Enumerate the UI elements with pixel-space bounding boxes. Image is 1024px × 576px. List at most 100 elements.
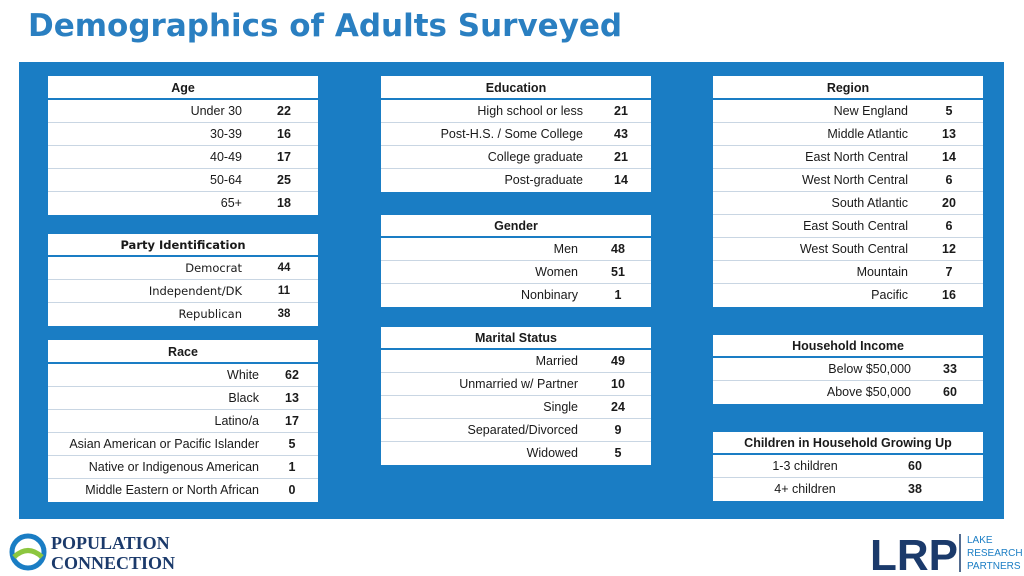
income-row: Above $50,000 60: [713, 381, 983, 404]
lake-research-partners-logo: LRP LAKE RESEARCH PARTNERS: [870, 531, 1023, 576]
gender-row-value: 48: [611, 242, 625, 256]
race-row: Asian American or Pacific Islander 5: [48, 433, 318, 456]
income-row: Below $50,000 33: [713, 358, 983, 381]
children-header: Children in Household Growing Up: [713, 432, 983, 455]
logo-lrp-word3: PARTNERS: [967, 561, 1021, 572]
region-row-label: New England: [833, 104, 908, 118]
age-row: 30-39 16: [48, 123, 318, 146]
race-header: Race: [48, 340, 318, 364]
race-row: Black 13: [48, 387, 318, 410]
age-row-label: Under 30: [190, 104, 242, 118]
gender-row-label: Nonbinary: [521, 288, 578, 302]
education-row-label: Post-H.S. / Some College: [440, 127, 583, 141]
education-row-label: High school or less: [477, 104, 583, 118]
region-row-value: 5: [945, 104, 953, 118]
age-row-value: 16: [277, 127, 291, 141]
region-row-value: 12: [942, 242, 956, 256]
marital-row: Widowed 5: [381, 442, 651, 465]
race-row-value: 62: [285, 368, 299, 382]
marital-row: Separated/Divorced 9: [381, 419, 651, 442]
marital-row-value: 49: [611, 354, 625, 368]
marital-row: Unmarried w/ Partner 10: [381, 373, 651, 396]
marital-row-label: Separated/Divorced: [467, 423, 578, 437]
party-row-label: Democrat: [185, 261, 242, 275]
race-row-label: Middle Eastern or North African: [85, 483, 259, 497]
party-row-label: Republican: [178, 307, 243, 321]
race-table: Race White 62 Black 13 Latino/a 17 Asian Ameri…: [48, 340, 318, 502]
income-table: Household Income Below $50,000 33 Above $5…: [713, 335, 983, 404]
region-row-value: 20: [942, 196, 956, 210]
marital-row-value: 10: [611, 377, 625, 391]
region-header: Region: [713, 76, 983, 100]
race-rows: White 62 Black 13 Latino/a 17 Asian American o…: [48, 364, 318, 502]
age-row-label: 65+: [220, 196, 242, 210]
logo-pc-line1: POPULATION: [51, 533, 170, 553]
age-row-value: 25: [277, 173, 291, 187]
logo-lrp-word1: LAKE: [967, 535, 993, 546]
education-row-value: 43: [614, 127, 628, 141]
gender-row: Nonbinary 1: [381, 284, 651, 307]
region-row-value: 7: [945, 265, 953, 279]
marital-row-value: 24: [611, 400, 625, 414]
marital-row-label: Widowed: [526, 446, 578, 460]
party-row: Democrat 44: [48, 257, 318, 280]
education-row: College graduate 21: [381, 146, 651, 169]
race-row: Middle Eastern or North African 0: [48, 479, 318, 502]
marital-header: Marital Status: [381, 327, 651, 350]
children-row-value: 38: [908, 482, 922, 496]
region-row-label: West North Central: [801, 173, 908, 187]
population-connection-logo: POPULATION CONNECTION: [9, 533, 175, 573]
logo-lrp-word2: RESEARCH: [967, 548, 1023, 559]
race-row-label: Native or Indigenous American: [88, 460, 259, 474]
logo-pc-line2: CONNECTION: [51, 553, 175, 573]
education-row-label: Post-graduate: [504, 173, 583, 187]
party-row: Republican 38: [48, 303, 318, 326]
region-row-value: 6: [945, 173, 953, 187]
marital-table: Marital Status Married 49 Unmarried w/ Par…: [381, 327, 651, 465]
marital-row: Married 49: [381, 350, 651, 373]
region-row: East South Central 6: [713, 215, 983, 238]
gender-header: Gender: [381, 215, 651, 238]
age-table: Age Under 30 22 30-39 16 40-49 17 50-64 25 65+ 18: [48, 76, 318, 215]
party-header: Party Identification: [48, 234, 318, 257]
children-rows: 1-3 children 60 4+ children 38: [713, 455, 983, 501]
region-row-value: 13: [942, 127, 956, 141]
party-row-value: 38: [277, 308, 291, 320]
region-row: West North Central 6: [713, 169, 983, 192]
education-header: Education: [381, 76, 651, 100]
region-row: South Atlantic 20: [713, 192, 983, 215]
marital-row-value: 5: [614, 446, 622, 460]
gender-row-value: 51: [611, 265, 625, 279]
region-table: Region New England 5 Middle Atlantic 13 East…: [713, 76, 983, 307]
marital-row-label: Married: [535, 354, 578, 368]
age-row-value: 18: [277, 196, 291, 210]
age-row-value: 22: [277, 104, 291, 118]
page-title: Demographics of Adults Surveyed: [28, 8, 623, 44]
age-row: 40-49 17: [48, 146, 318, 169]
region-rows: New England 5 Middle Atlantic 13 East North …: [713, 100, 983, 307]
region-row-value: 16: [942, 288, 956, 302]
income-rows: Below $50,000 33 Above $50,000 60: [713, 358, 983, 404]
gender-rows: Men 48 Women 51 Nonbinary 1: [381, 238, 651, 307]
income-row-label: Above $50,000: [826, 385, 911, 399]
children-row-value: 60: [908, 459, 922, 473]
education-row: Post-H.S. / Some College 43: [381, 123, 651, 146]
region-row-label: South Atlantic: [831, 196, 908, 210]
region-row: East North Central 14: [713, 146, 983, 169]
race-row-label: White: [227, 368, 259, 382]
party-table: Party Identification Democrat 44 Independe…: [48, 234, 318, 326]
age-row: Under 30 22: [48, 100, 318, 123]
race-row-value: 5: [288, 437, 296, 451]
age-header: Age: [48, 76, 318, 100]
region-row-value: 6: [945, 219, 953, 233]
education-row-value: 21: [614, 104, 628, 118]
globe-icon: [9, 533, 47, 571]
education-table: Education High school or less 21 Post-H.S.…: [381, 76, 651, 192]
income-header: Household Income: [713, 335, 983, 358]
children-table: Children in Household Growing Up 1-3 chi…: [713, 432, 983, 501]
party-rows: Democrat 44 Independent/DK 11 Republican 38: [48, 257, 318, 326]
education-row-label: College graduate: [487, 150, 583, 164]
race-row-value: 1: [288, 460, 296, 474]
age-row: 65+ 18: [48, 192, 318, 215]
education-row: Post-graduate 14: [381, 169, 651, 192]
